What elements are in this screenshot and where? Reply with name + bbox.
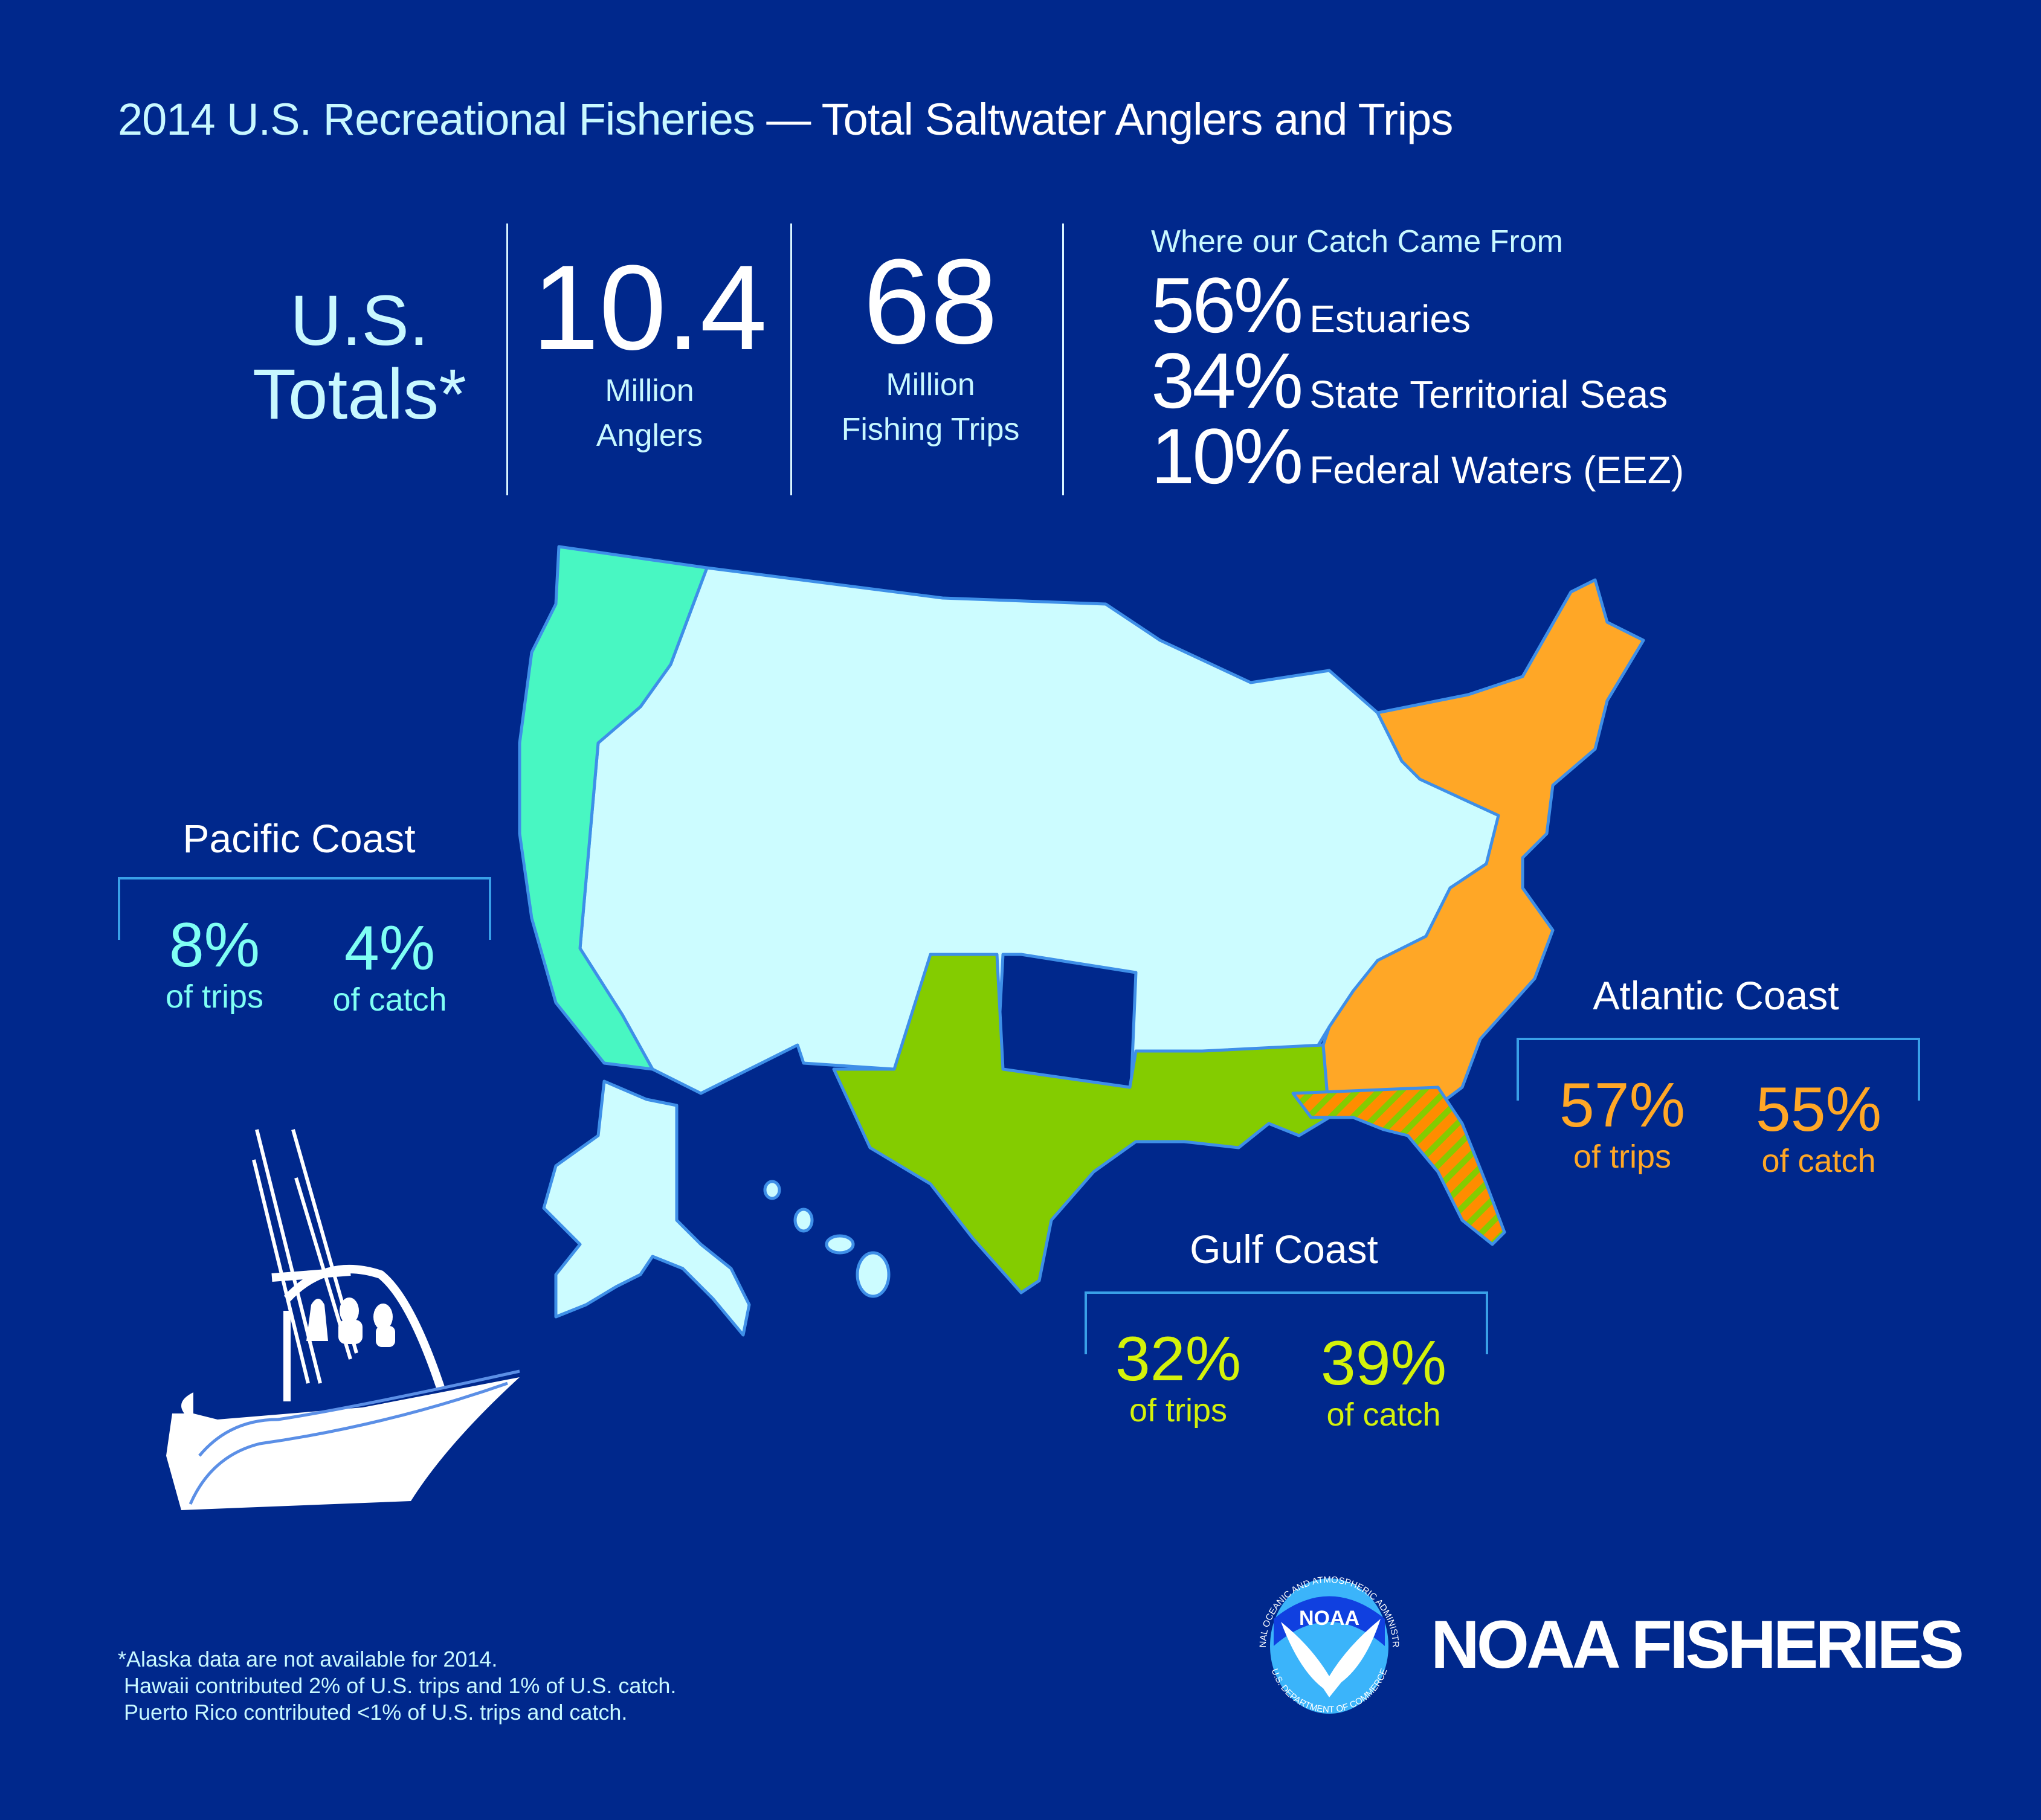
pacific-trips-label: of trips xyxy=(165,979,264,1015)
hawaii xyxy=(763,1180,891,1298)
florida-shared xyxy=(1291,1085,1506,1246)
gulf-coast-title: Gulf Coast xyxy=(1190,1227,1378,1272)
footnote-line: Hawaii contributed 2% of U.S. trips and … xyxy=(118,1673,677,1698)
catch-pct: 34% xyxy=(1151,336,1303,425)
footnote-line: *Alaska data are not available for 2014. xyxy=(118,1647,498,1671)
anglers-value: 10.4 xyxy=(532,240,767,375)
person xyxy=(306,1299,328,1341)
catch-label: Estuaries xyxy=(1309,297,1471,341)
gulf-catch-pct: 39% xyxy=(1320,1328,1447,1398)
divider xyxy=(790,223,792,495)
pacific-catch: 4% of catch xyxy=(320,915,459,1018)
us-totals-label: U.S. Totals* xyxy=(230,284,489,431)
gulf-states xyxy=(832,953,1331,1294)
catch-row: 10% Federal Waters (EEZ) xyxy=(1151,417,1684,495)
catch-label: Federal Waters (EEZ) xyxy=(1309,448,1685,492)
divider xyxy=(506,223,508,495)
gulf-trips-pct: 32% xyxy=(1115,1324,1242,1394)
pacific-trips: 8% of trips xyxy=(148,912,281,1015)
catch-row: 56% Estuaries xyxy=(1151,266,1471,344)
catch-pct: 10% xyxy=(1151,412,1303,500)
catch-row: 34% State Territorial Seas xyxy=(1151,341,1668,420)
gulf-catch: 39% of catch xyxy=(1293,1330,1474,1433)
pacific-catch-pct: 4% xyxy=(344,913,436,983)
footnote-line: Puerto Rico contributed <1% of U.S. trip… xyxy=(118,1700,628,1725)
trips-label: Fishing Trips xyxy=(841,412,1020,447)
divider xyxy=(1062,223,1064,495)
anglers-label: Anglers xyxy=(596,418,703,453)
catch-source-heading: Where our Catch Came From xyxy=(1151,224,1563,259)
atlantic-trips: 57% of trips xyxy=(1538,1072,1707,1175)
atlantic-catch-pct: 55% xyxy=(1755,1075,1882,1145)
catch-pct: 56% xyxy=(1151,261,1303,349)
pacific-bracket xyxy=(118,877,491,940)
noaa-fisheries-wordmark: NOAA FISHERIES xyxy=(1431,1607,1964,1682)
pacific-catch-label: of catch xyxy=(332,982,447,1018)
pacific-states xyxy=(518,545,709,1071)
boat-illustration xyxy=(166,1129,520,1510)
atlantic-catch-label: of catch xyxy=(1761,1143,1876,1179)
trips-stat: 68 Million Fishing Trips xyxy=(798,242,1063,452)
atlantic-catch: 55% of catch xyxy=(1728,1076,1909,1179)
anglers-unit: Million xyxy=(605,373,694,408)
atlantic-coast-title: Atlantic Coast xyxy=(1593,973,1839,1018)
trips-unit: Million xyxy=(886,367,975,402)
gulf-trips-label: of trips xyxy=(1129,1392,1228,1429)
atlantic-trips-label: of trips xyxy=(1573,1139,1672,1175)
us-label: U.S. xyxy=(290,281,429,361)
totals-label: Totals* xyxy=(252,355,467,434)
atlantic-trips-pct: 57% xyxy=(1559,1070,1686,1140)
gulf-trips: 32% of trips xyxy=(1094,1326,1263,1429)
page-title: 2014 U.S. Recreational Fisheries — Total… xyxy=(118,94,1453,144)
pacific-trips-pct: 8% xyxy=(169,910,260,980)
catch-label: State Territorial Seas xyxy=(1309,373,1668,416)
gulf-bracket xyxy=(1085,1291,1488,1354)
gulf-catch-label: of catch xyxy=(1326,1397,1441,1433)
pacific-coast-title: Pacific Coast xyxy=(182,816,416,861)
anglers-stat: 10.4 Million Anglers xyxy=(520,248,779,458)
atlantic-bracket xyxy=(1517,1038,1920,1101)
noaa-seal-icon: NOAA NATIONAL OCEANIC AND ATMOSPHERIC AD… xyxy=(1245,1561,1413,1729)
footnote: *Alaska data are not available for 2014.… xyxy=(118,1646,676,1726)
trips-value: 68 xyxy=(863,234,998,369)
alaska xyxy=(542,1079,751,1337)
svg-text:NOAA: NOAA xyxy=(1299,1607,1359,1630)
atlantic-states xyxy=(1321,578,1645,1119)
